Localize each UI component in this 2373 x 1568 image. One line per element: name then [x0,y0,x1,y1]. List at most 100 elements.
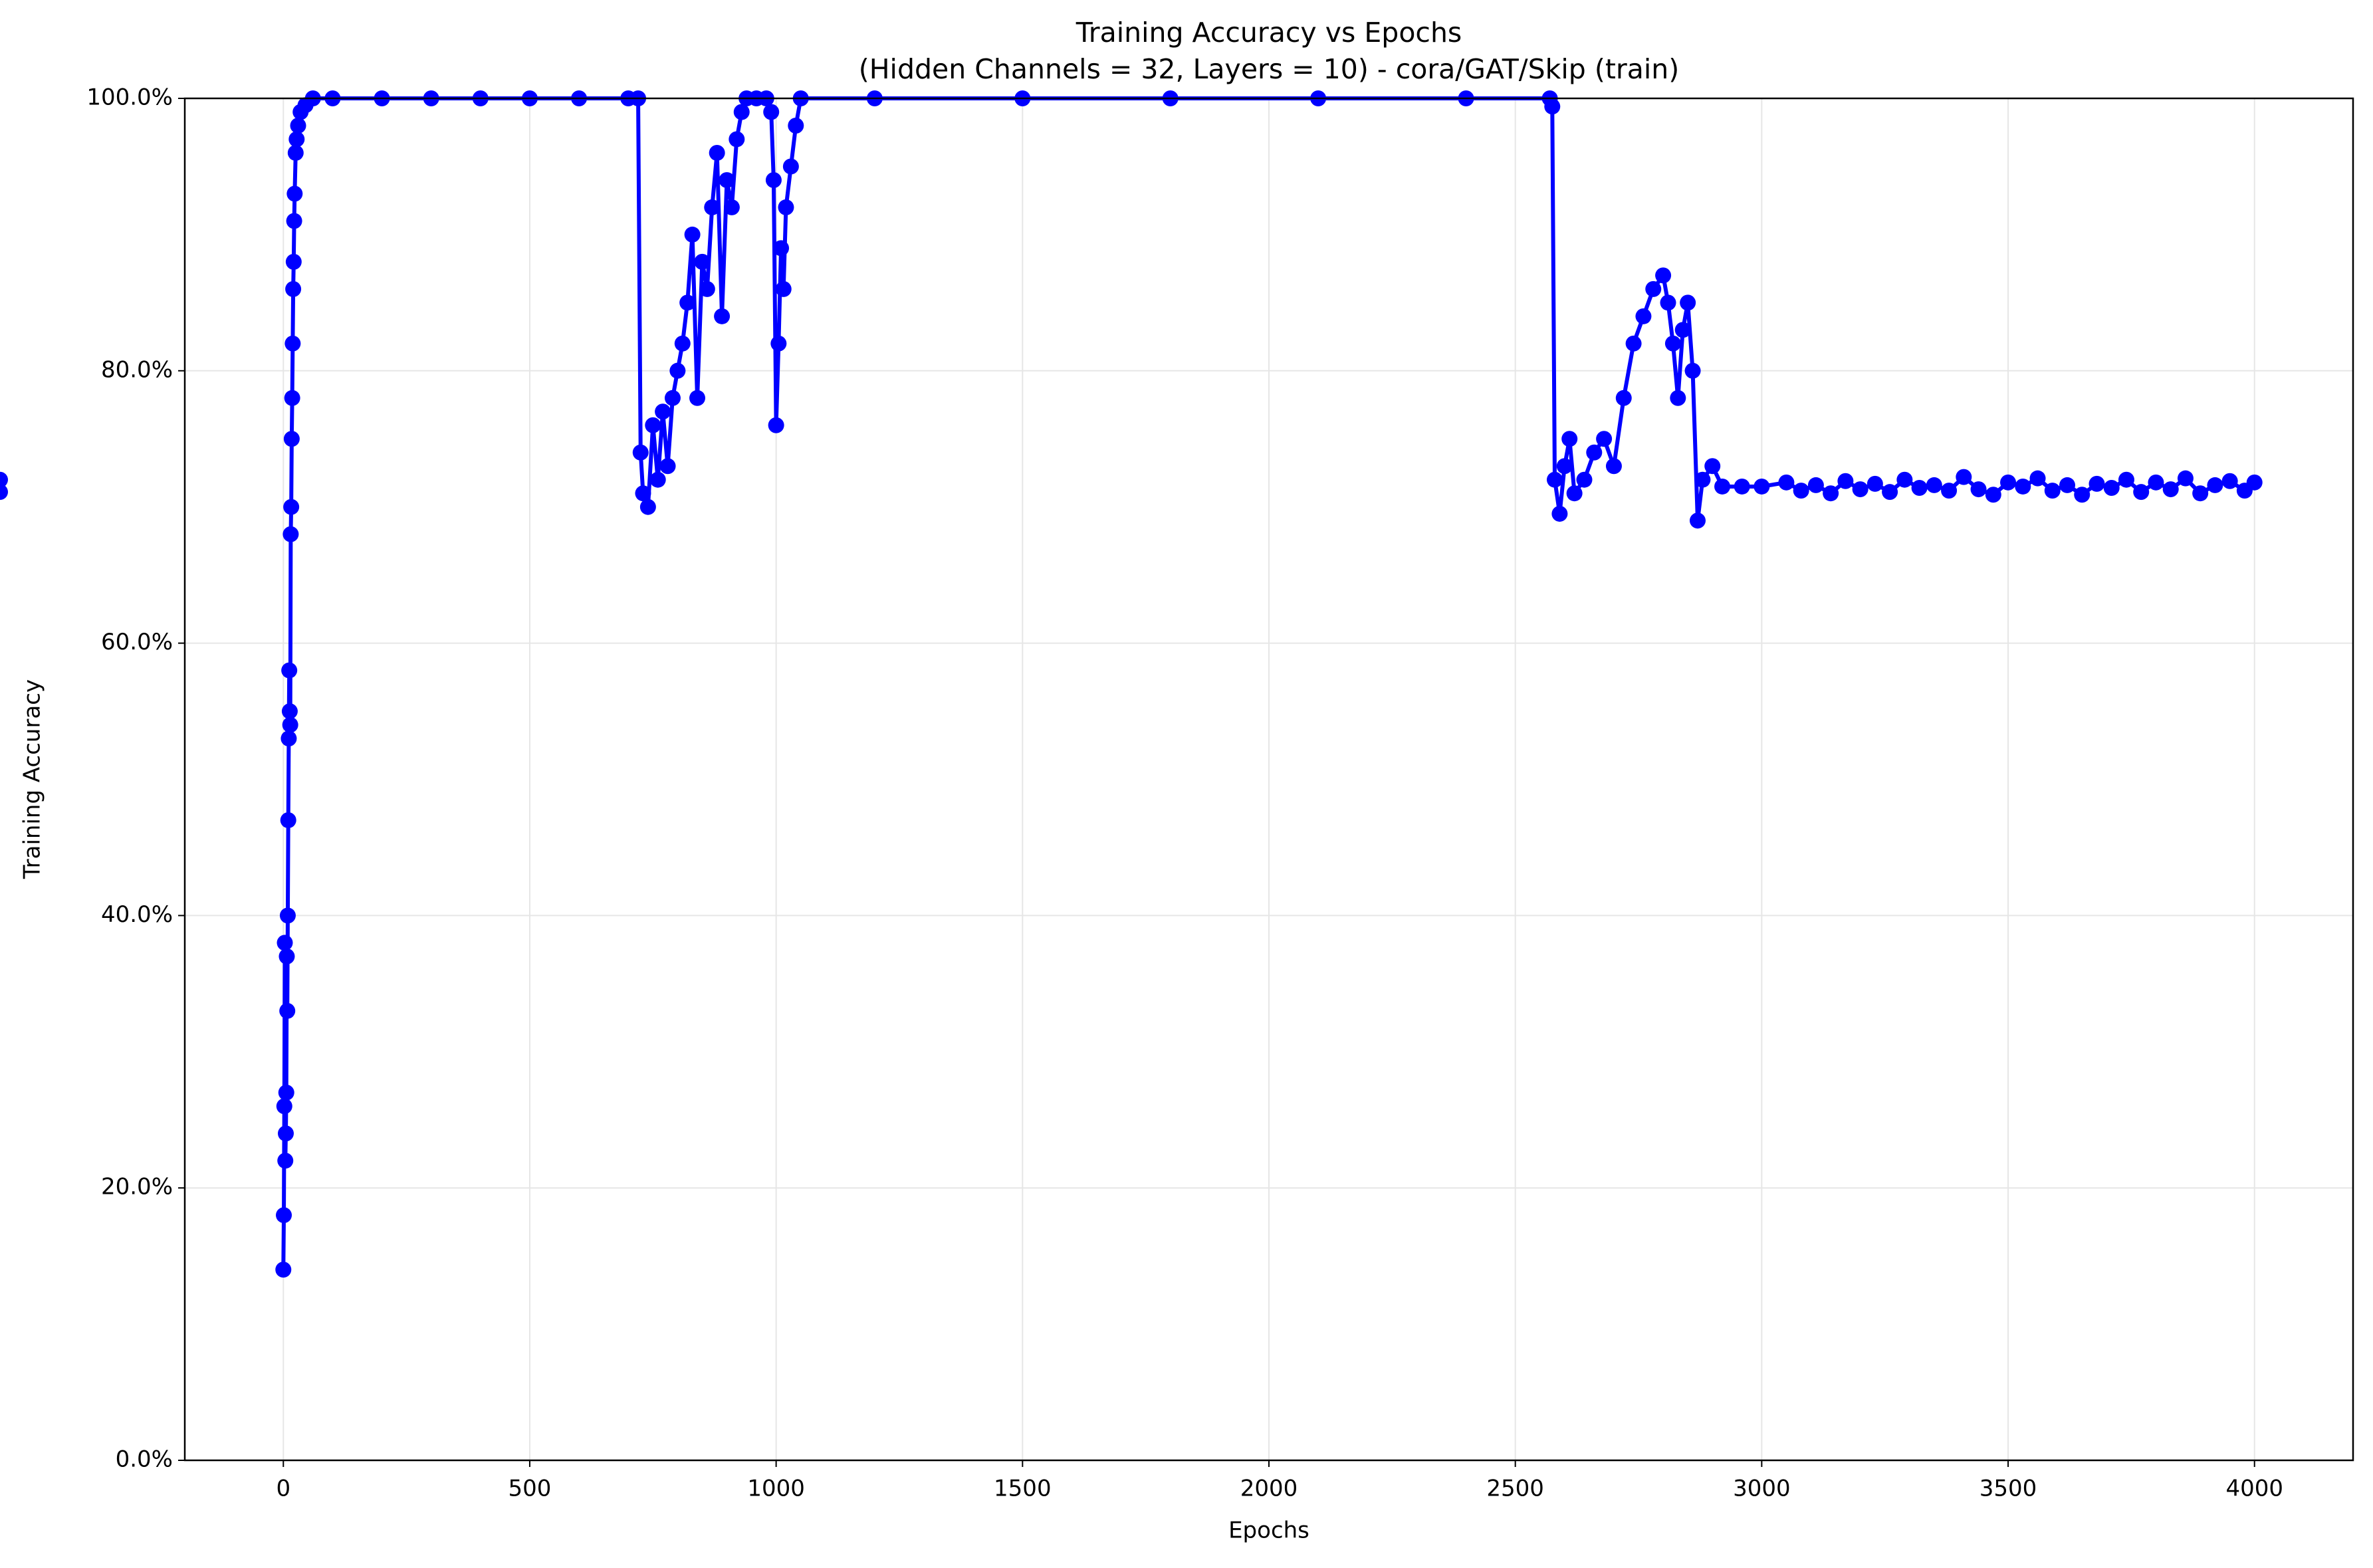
data-point [279,1002,296,1019]
data-point [2044,483,2061,499]
data-point [782,158,799,175]
data-point [1605,458,1622,475]
data-point [2148,474,2164,491]
data-point [768,417,784,433]
x-tick-label: 2000 [1240,1476,1298,1502]
data-point [770,335,787,352]
data-point [1635,308,1652,324]
data-point [1615,390,1632,406]
x-tick-label: 3500 [1979,1476,2037,1502]
data-point [788,117,804,134]
data-point [1807,477,1824,493]
y-tick-label: 100.0% [86,84,173,111]
data-point [1684,362,1701,379]
data-point [649,471,666,488]
data-point [276,1207,292,1224]
y-axis-label: Training Accuracy [19,679,46,879]
data-point [694,253,711,270]
data-point [1674,322,1691,338]
data-point [2029,470,2046,487]
data-point [684,226,701,243]
y-tick-label: 40.0% [101,901,173,928]
data-point [1970,481,1987,498]
data-point [1645,280,1662,297]
data-point [1882,484,1898,501]
data-point [280,812,296,828]
data-point [765,171,782,188]
data-point [282,526,299,542]
data-point [2074,487,2090,503]
data-point [2015,478,2031,495]
data-point [2103,480,2120,497]
data-point [1941,483,1958,499]
data-point [2059,477,2076,493]
data-point [275,1262,292,1278]
data-point [1753,478,1770,495]
data-point [2192,485,2209,502]
data-point [276,1098,292,1115]
data-point [669,362,686,379]
data-point [285,280,302,297]
data-point [2162,481,2179,498]
data-point [1670,390,1686,406]
data-point [281,703,298,720]
data-point [1655,267,1672,284]
x-tick-label: 0 [276,1476,290,1502]
data-point [0,484,8,501]
data-point [709,144,725,161]
data-point [639,499,656,515]
data-point [1704,458,1721,475]
data-point [1596,431,1613,447]
x-tick-label: 1500 [994,1476,1052,1502]
data-point [1823,485,1839,502]
data-point [1556,458,1573,475]
data-point [699,280,715,297]
data-point [733,104,750,120]
data-point [645,417,661,433]
data-point [1734,478,1750,495]
data-point [679,294,696,311]
y-tick-label: 80.0% [101,356,173,383]
data-point [1689,512,1706,529]
data-point [1793,483,1809,499]
data-point [286,185,303,202]
data-point [1911,480,1928,497]
x-tick-label: 500 [508,1476,552,1502]
data-point [281,730,297,747]
data-point [278,1084,294,1101]
data-point [1664,335,1681,352]
data-point [635,485,651,502]
data-point [1546,471,1563,488]
data-point [1852,481,1868,498]
data-point [290,117,306,134]
data-point [2246,474,2263,491]
data-point [279,948,295,964]
data-point [763,104,780,120]
x-tick-label: 1000 [747,1476,805,1502]
data-point [282,717,298,733]
data-point [277,1153,294,1169]
data-point [283,431,300,447]
data-point [285,253,302,270]
data-point [1778,474,1795,491]
data-point [664,390,681,406]
data-point [1544,98,1561,115]
data-point [674,335,691,352]
data-point [2000,474,2017,491]
data-point [1566,485,1583,502]
data-point [1956,469,1972,485]
data-point [279,907,296,924]
data-point [284,390,300,406]
x-tick-label: 2500 [1486,1476,1544,1502]
chart-title: Training Accuracy vs Epochs [1075,17,1462,49]
data-point [723,199,740,215]
data-point [2207,477,2223,493]
data-point [1926,477,1942,493]
data-point [288,131,305,148]
data-point [775,280,792,297]
x-axis-label: Epochs [1228,1517,1309,1544]
y-tick-label: 20.0% [101,1174,173,1200]
data-point [283,499,300,515]
data-point [704,199,721,215]
data-point [1660,294,1676,311]
